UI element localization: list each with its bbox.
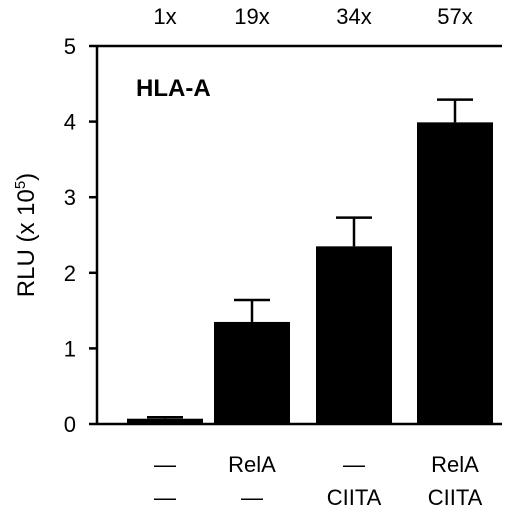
- bars: [127, 122, 493, 424]
- y-tick-label: 1: [64, 336, 76, 361]
- condition-label: CIITA: [327, 485, 382, 510]
- y-axis-label: RLU (x 105): [12, 173, 40, 297]
- y-tick-label: 5: [64, 34, 76, 59]
- condition-label: RelA: [431, 452, 479, 477]
- fold-change-label: 1x: [153, 4, 176, 29]
- y-tick-label: 2: [64, 261, 76, 286]
- y-tick-label: 3: [64, 185, 76, 210]
- condition-label: —: [343, 452, 365, 477]
- chart-title: HLA-A: [136, 75, 211, 102]
- fold-change-label: 19x: [234, 4, 269, 29]
- condition-labels: — RelA — RelA — — CIITA CIITA: [154, 452, 483, 510]
- y-tick-label: 0: [64, 412, 76, 437]
- condition-label: —: [154, 452, 176, 477]
- error-bars: [147, 98, 473, 419]
- bar: [316, 246, 392, 424]
- condition-label: RelA: [228, 452, 276, 477]
- fold-labels: 1x 19x 34x 57x: [153, 4, 472, 29]
- bar: [127, 418, 203, 424]
- fold-change-label: 34x: [336, 4, 371, 29]
- condition-label: —: [154, 485, 176, 510]
- condition-label: —: [241, 485, 263, 510]
- y-tick-label: 4: [64, 110, 76, 135]
- y-ticks: 0 1 2 3 4 5: [64, 34, 97, 437]
- bar: [417, 122, 493, 424]
- fold-change-label: 57x: [437, 4, 472, 29]
- bar: [214, 321, 290, 424]
- condition-label: CIITA: [428, 485, 483, 510]
